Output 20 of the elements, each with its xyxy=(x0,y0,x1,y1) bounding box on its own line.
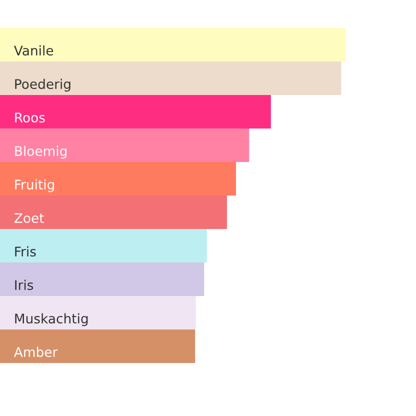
bar xyxy=(0,62,342,95)
y-tick-label: Iris xyxy=(15,280,34,290)
bar xyxy=(0,128,250,162)
y-tick-label: Fris xyxy=(15,246,36,257)
bar xyxy=(0,95,271,128)
bar xyxy=(0,296,196,330)
bar xyxy=(0,196,227,229)
y-tick-label: Fruitig xyxy=(15,179,54,192)
y-tick-label: Muskachtig xyxy=(15,313,88,326)
y-tick-label: Poederig xyxy=(15,78,70,92)
y-tick-label: Roos xyxy=(15,112,45,123)
bar xyxy=(0,162,236,196)
bar xyxy=(0,262,204,296)
bar xyxy=(0,330,196,363)
bar xyxy=(0,28,346,62)
y-tick-label: Vanile xyxy=(14,45,54,56)
y-tick-label: Zoet xyxy=(14,213,44,224)
y-tick-label: Bloemig xyxy=(15,146,66,159)
y-tick-label: Amber xyxy=(14,346,58,358)
bar xyxy=(0,229,207,262)
